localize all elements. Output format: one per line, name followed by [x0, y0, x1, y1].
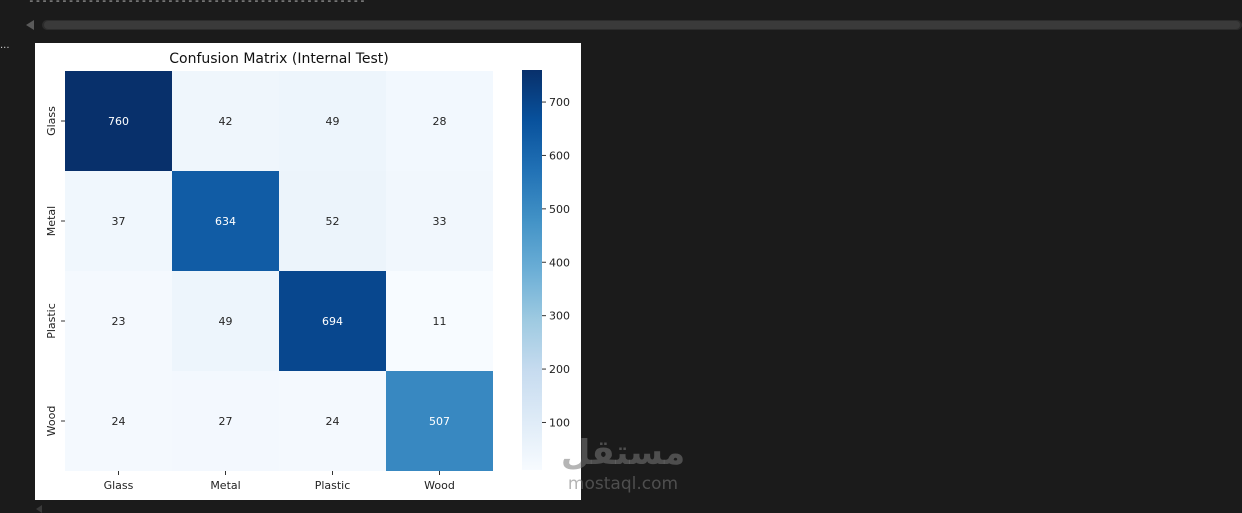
- chart-figure: Confusion Matrix (Internal Test) 760 42 49 2…: [35, 43, 581, 500]
- cell-value-label: 27: [219, 415, 233, 428]
- colorbar: [522, 70, 542, 470]
- heatmap-cell-plastic-metal: [172, 271, 279, 371]
- x-tick-label: Metal: [210, 479, 240, 492]
- cell-value-label: 634: [215, 215, 236, 228]
- cell-value-label: 37: [112, 215, 126, 228]
- heatmap-cell-plastic-glass: [65, 271, 172, 371]
- colorbar-tick-label: 600: [549, 149, 570, 162]
- heatmap-cell-metal-wood: [386, 171, 493, 271]
- scrollbar-thumb[interactable]: [44, 21, 1240, 29]
- heatmap-cell-metal-plastic: [279, 171, 386, 271]
- watermark: مستقل mostaql.com: [548, 432, 698, 494]
- x-tick-label: Plastic: [315, 479, 351, 492]
- colorbar-tick-label: 700: [549, 96, 570, 109]
- y-tick-label: Metal: [45, 206, 58, 236]
- cell-value-label: 28: [433, 115, 447, 128]
- cell-value-label: 49: [219, 315, 233, 328]
- heatmap-cell-wood-glass: [65, 371, 172, 471]
- scroll-left-arrow-icon[interactable]: [26, 20, 34, 30]
- cell-value-label: 24: [112, 415, 126, 428]
- cell-value-label: 23: [112, 315, 126, 328]
- x-tick-label: Glass: [104, 479, 134, 492]
- y-tick-label: Wood: [45, 406, 58, 437]
- horizontal-scrollbar[interactable]: [26, 18, 1242, 32]
- heatmap-cell-wood-plastic: [279, 371, 386, 471]
- heatmap-cell-glass-wood: [386, 71, 493, 171]
- colorbar-tick-label: 400: [549, 256, 570, 269]
- heatmap-cell-glass-metal: [172, 71, 279, 171]
- cell-value-label: 694: [322, 315, 343, 328]
- colorbar-tick-label: 500: [549, 203, 570, 216]
- cell-value-label: 52: [326, 215, 340, 228]
- heatmap-cell-glass-glass: [65, 71, 172, 171]
- heatmap-cell-plastic-wood: [386, 271, 493, 371]
- cell-value-label: 760: [108, 115, 129, 128]
- heatmap-cell-metal-metal: [172, 171, 279, 271]
- y-tick-label: Glass: [45, 106, 58, 136]
- colorbar-tick-label: 100: [549, 416, 570, 429]
- output-collapse-marker[interactable]: ...: [0, 40, 10, 51]
- confusion-matrix-chart: Confusion Matrix (Internal Test) 760 42 49 2…: [45, 51, 570, 492]
- chart-title: Confusion Matrix (Internal Test): [169, 51, 389, 67]
- cell-value-label: 33: [433, 215, 447, 228]
- watermark-arabic: مستقل: [560, 433, 686, 473]
- colorbar-tick-label: 200: [549, 363, 570, 376]
- heatmap-cell-glass-plastic: [279, 71, 386, 171]
- heatmap-cell-wood-metal: [172, 371, 279, 471]
- cell-value-label: 507: [429, 415, 450, 428]
- y-tick-label: Plastic: [45, 303, 58, 339]
- cell-value-label: 11: [433, 315, 447, 328]
- output-dashes: ----------------------------------------…: [28, 0, 364, 7]
- heatmap-cell-plastic-plastic: [279, 271, 386, 371]
- heatmap-cell-metal-glass: [65, 171, 172, 271]
- cell-value-label: 24: [326, 415, 340, 428]
- watermark-latin: mostaql.com: [567, 474, 679, 494]
- cell-value-label: 49: [326, 115, 340, 128]
- heatmap-cell-wood-wood: [386, 371, 493, 471]
- cell-value-label: 42: [219, 115, 233, 128]
- bottom-scroll-arrow-icon[interactable]: [36, 505, 42, 513]
- x-tick-label: Wood: [424, 479, 455, 492]
- colorbar-tick-label: 300: [549, 310, 570, 323]
